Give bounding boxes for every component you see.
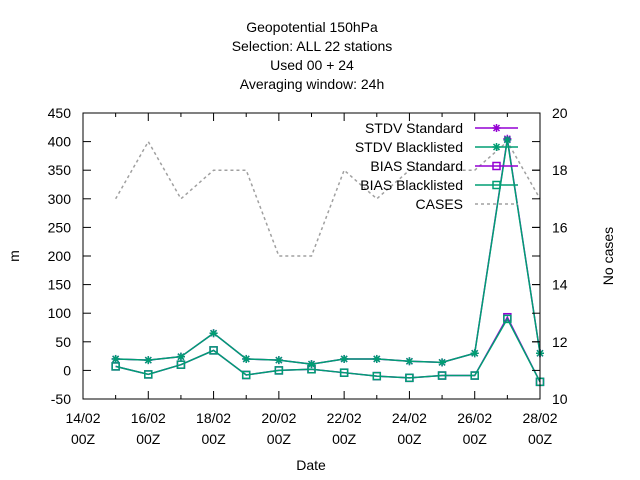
legend-marker [492,124,501,132]
x-tick-label: 26/02 [457,410,492,426]
y-tick-label: 450 [48,105,72,121]
data-point [242,354,251,363]
data-point [470,349,479,358]
data-point [176,352,185,361]
cases-series [114,140,541,257]
data-point [438,358,447,367]
x-tick-label: 28/02 [522,410,557,426]
data-point [470,371,479,380]
y2-tick-label: 14 [552,277,568,293]
x-tick-label: 22/02 [327,410,362,426]
series-line [114,140,541,257]
data-point [405,373,414,383]
data-point [111,362,120,371]
series-line [115,138,541,365]
series-stdv-standard [111,134,544,369]
y2-tick-label: 16 [552,219,568,235]
y2-tick-label: 20 [552,105,568,121]
legend-marker [492,143,501,151]
x-tick-label: 00Z [332,431,357,447]
legend-marker [492,180,501,190]
x-tick-label: 16/02 [131,410,166,426]
x-tick-label: 00Z [267,431,292,447]
y-tick-label: 300 [48,191,72,207]
series-line [115,317,541,383]
data-point [372,354,381,363]
y-tick-label: 200 [48,248,72,264]
x-tick-label: 20/02 [261,410,296,426]
x-tick-label: 00Z [528,431,553,447]
data-point [144,370,153,379]
legend: STDV Standard STDV Blacklisted BIAS Standa… [355,120,518,212]
data-point [241,370,251,380]
series-cases [114,140,541,257]
data-point [209,329,218,338]
title-line: Geopotential 150hPa [246,19,378,35]
y-axis-right: 10 12 14 16 18 20 [532,105,568,407]
data-point [307,365,316,374]
x-tick-label: 00Z [71,431,96,447]
data-point [372,371,382,381]
legend-label: BIAS Standard [370,158,463,174]
series-line [115,139,541,365]
y-tick-label: 250 [48,219,72,235]
data-point [209,346,218,355]
y2-tick-label: 10 [552,391,568,407]
y-tick-label: -50 [51,391,71,407]
data-point [144,356,153,365]
data-point [274,366,284,375]
legend-label: STDV Standard [365,120,463,136]
legend-label: STDV Blacklisted [355,139,463,155]
legend-label: BIAS Blacklisted [360,177,463,193]
data-point [111,354,120,363]
x-axis-label: Date [296,457,326,473]
y-tick-label: 150 [48,277,72,293]
y2-tick-label: 18 [552,162,568,178]
chart-title: Geopotential 150hPa Selection: ALL 22 sta… [232,19,393,92]
x-tick-label: 00Z [202,431,227,447]
y-tick-label: 350 [48,162,72,178]
data-point [503,135,512,144]
series-stdv-blacklisted [111,135,544,369]
y2-tick-label: 12 [552,334,568,350]
data-point [405,357,414,366]
x-tick-label: 00Z [397,431,422,447]
y-axis-left: -50 0 50 100 150 200 250 300 350 400 450 [48,105,540,407]
y-tick-label: 400 [48,134,72,150]
x-tick-label: 14/02 [65,410,100,426]
y-tick-label: 100 [48,305,72,321]
y-tick-label: 0 [63,362,71,378]
y-tick-label: 50 [55,334,71,350]
series-bias-blacklisted [111,314,545,387]
x-tick-label: 24/02 [392,410,427,426]
x-tick-label: 00Z [463,431,488,447]
data-point [274,356,283,365]
data-point [176,360,186,369]
data-point [340,354,349,363]
title-line: Averaging window: 24h [240,76,385,92]
title-line: Used 00 + 24 [270,57,354,73]
data-point [339,368,349,377]
data-point [503,314,512,324]
legend-label: CASES [416,196,463,212]
data-series [111,134,545,387]
y2-axis-label: No cases [600,227,616,285]
legend-marker [492,161,501,171]
x-axis: 14/02 00Z 16/02 00Z 18/02 00Z 20/02 00Z 22/02 00Z… [65,113,558,447]
x-tick-label: 18/02 [196,410,231,426]
y-axis-label: m [6,250,22,262]
title-line: Selection: ALL 22 stations [232,38,393,54]
x-tick-label: 00Z [136,431,161,447]
data-point [437,371,447,380]
